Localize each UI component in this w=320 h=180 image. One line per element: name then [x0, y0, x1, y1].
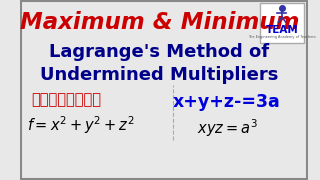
Text: Lagrange's Method of: Lagrange's Method of	[49, 43, 269, 61]
Text: $xyz = a^3$: $xyz = a^3$	[197, 117, 257, 139]
Text: $f = x^2 + y^2 + z^2$: $f = x^2 + y^2 + z^2$	[27, 114, 135, 136]
FancyBboxPatch shape	[260, 3, 304, 43]
Text: x+y+z-=3a: x+y+z-=3a	[173, 93, 281, 111]
Text: The Engineering Academy of Teachers: The Engineering Academy of Teachers	[248, 35, 316, 39]
Text: Maximum & Minimum: Maximum & Minimum	[20, 10, 299, 33]
Text: తెలుగులో: తెలుగులో	[31, 93, 101, 107]
Text: Undermined Multipliers: Undermined Multipliers	[40, 66, 278, 84]
Text: TEAM: TEAM	[266, 25, 298, 35]
